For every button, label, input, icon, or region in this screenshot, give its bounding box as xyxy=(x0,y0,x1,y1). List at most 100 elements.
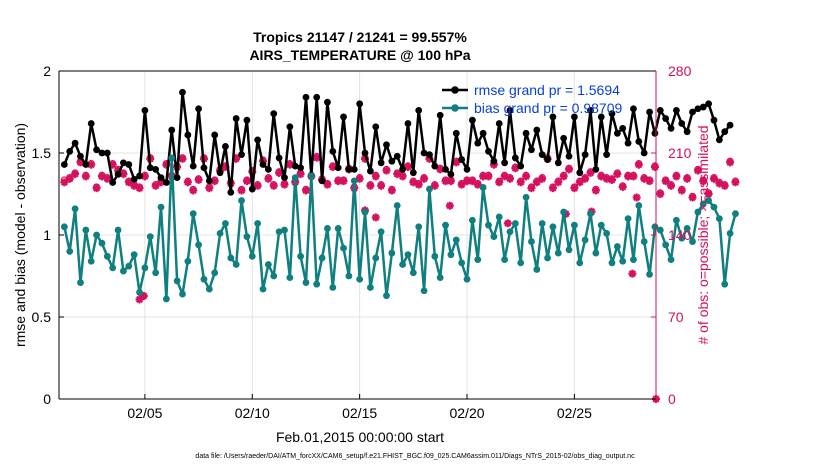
bias-point xyxy=(307,172,315,180)
obs-assimilated-marker xyxy=(312,153,321,162)
obs-assimilated-stroke xyxy=(87,161,95,169)
rmse-point xyxy=(136,172,143,180)
rmse-point xyxy=(673,106,680,114)
rmse-point xyxy=(162,179,170,186)
obs-assimilated-marker xyxy=(559,172,568,181)
rmse-point xyxy=(383,141,390,149)
obs-assimilated-stroke xyxy=(189,186,197,195)
obs-assimilated-stroke xyxy=(506,175,514,183)
bias-point xyxy=(286,274,294,282)
bias-point xyxy=(189,210,197,218)
bias-point xyxy=(630,256,637,263)
obs-assimilated-stroke xyxy=(377,182,385,190)
obs-assimilated-marker xyxy=(650,163,659,172)
bias-point xyxy=(656,226,664,234)
bias-point xyxy=(383,292,390,300)
rmse-point xyxy=(640,149,648,157)
rmse-point xyxy=(705,100,713,108)
bias-point xyxy=(732,210,739,218)
rmse-point xyxy=(554,159,562,167)
bias-point xyxy=(673,216,680,224)
obs-assimilated-stroke xyxy=(629,172,638,181)
y-right-tick-label: 0 xyxy=(668,391,676,407)
rmse-point xyxy=(608,110,616,118)
bias-point xyxy=(565,246,573,254)
obs-assimilated-stroke xyxy=(66,175,74,183)
rmse-point xyxy=(173,174,181,182)
obs-assimilated-marker xyxy=(65,174,74,183)
y-right-tick-label: 140 xyxy=(668,227,692,243)
obs-assimilated-stroke xyxy=(237,186,246,195)
rmse-point xyxy=(125,161,133,168)
bias-point xyxy=(227,254,235,262)
obs-assimilated-stroke xyxy=(484,172,493,181)
x-tick-label: 02/15 xyxy=(342,405,377,421)
obs-assimilated-marker xyxy=(720,181,729,190)
obs-assimilated-marker xyxy=(130,181,139,190)
bias-point xyxy=(710,203,718,211)
obs-assimilated-stroke xyxy=(678,186,686,195)
obs-assimilated-stroke xyxy=(135,184,144,192)
bias-point xyxy=(173,277,181,285)
obs-assimilated-stroke xyxy=(280,181,289,189)
rmse-point xyxy=(420,149,428,157)
bias-point xyxy=(667,256,675,263)
x-tick-label: 02/25 xyxy=(557,405,592,421)
obs-assimilated-stroke xyxy=(98,172,106,181)
bias-point xyxy=(211,269,219,277)
rmse-point xyxy=(710,116,718,124)
rmse-point xyxy=(570,113,578,121)
obs-assimilated-stroke xyxy=(619,183,627,191)
rmse-point xyxy=(313,93,321,101)
obs-assimilated-marker xyxy=(377,181,386,190)
obs-assimilated-marker xyxy=(371,172,380,181)
rmse-point xyxy=(297,164,304,172)
obs-assimilated-stroke xyxy=(726,158,734,166)
obs-count-markers xyxy=(60,152,740,403)
bias-point xyxy=(248,252,256,260)
obs-assimilated-marker xyxy=(699,177,708,186)
obs-assimilated-stroke xyxy=(329,163,337,171)
rmse-point xyxy=(603,151,611,159)
rmse-point xyxy=(227,188,235,196)
obs-assimilated-stroke xyxy=(699,177,707,185)
obs-assimilated-stroke xyxy=(302,186,310,195)
obs-assimilated-stroke xyxy=(409,178,417,186)
bias-point xyxy=(146,233,154,241)
obs-assimilated-marker xyxy=(296,170,305,179)
rmse-point xyxy=(200,164,208,172)
rmse-point xyxy=(506,106,514,114)
obs-assimilated-stroke xyxy=(501,172,509,181)
obs-assimilated-stroke xyxy=(645,177,654,185)
rmse-point xyxy=(458,156,466,163)
rmse-point xyxy=(662,115,670,122)
obs-assimilated-marker xyxy=(205,184,214,193)
obs-assimilated-marker xyxy=(613,170,622,179)
rmse-point xyxy=(222,143,229,150)
bias-point xyxy=(683,225,691,232)
y-right-tick-label: 70 xyxy=(668,309,684,325)
bias-point xyxy=(259,285,267,293)
obs-assimilated-stroke xyxy=(504,219,512,227)
y-axis-left-label: rmse and bias (model - observation) xyxy=(12,123,28,347)
y-left-tick-label: 0.5 xyxy=(32,309,52,325)
obs-assimilated-stroke xyxy=(662,177,670,185)
obs-assimilated-marker xyxy=(87,160,96,169)
rmse-point xyxy=(356,100,364,108)
rmse-point xyxy=(495,120,503,127)
obs-assimilated-marker xyxy=(570,184,579,193)
obs-assimilated-stroke xyxy=(178,155,187,163)
obs-assimilated-marker xyxy=(683,174,692,183)
obs-assimilated-stroke xyxy=(446,202,454,210)
bias-point xyxy=(130,251,138,259)
obs-assimilated-stroke xyxy=(82,172,90,181)
obs-assimilated-stroke xyxy=(130,182,138,190)
obs-assimilated-marker xyxy=(548,184,557,193)
bias-point xyxy=(141,264,149,272)
bias-point xyxy=(549,223,557,231)
rmse-point xyxy=(103,149,111,157)
bias-point xyxy=(216,229,224,237)
obs-assimilated-stroke xyxy=(495,178,503,186)
bias-point xyxy=(570,221,578,229)
